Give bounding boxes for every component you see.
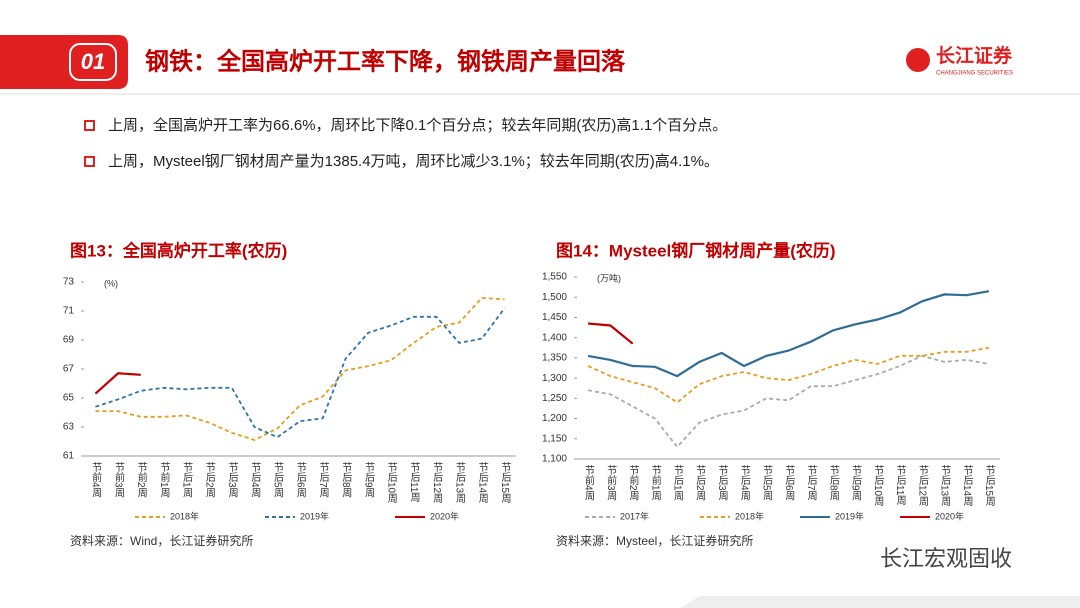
x-tick-label: 节后1周 [181, 462, 193, 499]
x-tick-label: 节后6周 [294, 462, 306, 499]
x-tick-label: 节前1周 [649, 465, 661, 502]
x-tick-label: 节后3周 [226, 462, 238, 499]
y-tick-label: 1,550 [542, 272, 567, 283]
x-tick-label: 节后4周 [249, 462, 261, 499]
y-tick-label: 1,150 [542, 433, 567, 444]
y-tick-label: 61 [63, 451, 75, 462]
x-tick-label: 节前3周 [112, 462, 124, 499]
x-tick-label: 节后13周 [939, 465, 951, 507]
y-tick-label: 71 [63, 306, 75, 317]
x-tick-label: 节后4周 [738, 465, 750, 502]
y-tick-label: 63 [63, 422, 75, 433]
x-tick-label: 节后9周 [850, 465, 862, 502]
x-tick-label: 节前3周 [605, 465, 617, 502]
header-number: 01 [81, 49, 105, 74]
y-tick-label: 67 [63, 364, 75, 375]
legend-label: 2019年 [835, 510, 864, 521]
legend-label: 2019年 [300, 510, 329, 521]
y-tick-label: 1,500 [542, 292, 567, 303]
x-tick-label: 节后12周 [431, 462, 443, 504]
series-line [587, 354, 990, 449]
x-tick-label: 节后1周 [672, 465, 684, 502]
x-tick-label: 节后15周 [983, 465, 995, 507]
x-tick-label: 节后3周 [716, 465, 728, 502]
x-tick-label: 节后10周 [385, 462, 397, 504]
legend-label: 2020年 [935, 510, 964, 521]
series-line [94, 372, 141, 395]
logo: 长江证券 [936, 44, 1013, 67]
x-tick-label: 节后7周 [317, 462, 329, 499]
x-tick-label: 节后11周 [408, 462, 420, 503]
x-tick-label: 节前4周 [90, 462, 102, 499]
x-tick-label: 节后15周 [499, 462, 511, 504]
bullet-icon [84, 120, 95, 131]
unit-label: (万吨) [597, 272, 621, 283]
chart-title: 图13：全国高炉开工率(农历) [70, 240, 287, 260]
y-tick-label: 1,250 [542, 393, 567, 404]
legend-label: 2018年 [170, 510, 199, 521]
unit-label: (%) [104, 278, 118, 288]
y-tick-label: 1,400 [542, 332, 567, 343]
bullet-icon [84, 156, 95, 167]
x-tick-label: 节后14周 [961, 465, 973, 507]
source: 资料来源：Mysteel，长江证券研究所 [556, 533, 753, 548]
x-tick-label: 节后11周 [894, 465, 906, 506]
x-tick-label: 节后2周 [694, 465, 706, 502]
series-line [588, 322, 634, 345]
y-tick-label: 65 [63, 393, 75, 404]
logo-icon [906, 48, 930, 72]
legend-label: 2017年 [620, 510, 649, 521]
series-line [587, 346, 990, 404]
y-tick-label: 1,300 [542, 373, 567, 384]
header-band [0, 35, 128, 89]
x-tick-label: 节前1周 [158, 462, 170, 499]
x-tick-label: 节后8周 [340, 462, 352, 499]
y-tick-label: 1,450 [542, 312, 567, 323]
x-tick-label: 节后8周 [827, 465, 839, 502]
y-tick-label: 1,200 [542, 413, 567, 424]
x-tick-label: 节后6周 [783, 465, 795, 502]
bullet: 上周，全国高炉开工率为66.6%，周环比下降0.1个百分点；较去年同期(农历)高… [108, 116, 727, 134]
header-title: 钢铁：全国高炉开工率下降，钢铁周产量回落 [145, 47, 626, 75]
x-tick-label: 节后2周 [203, 462, 215, 499]
chart-title: 图14：Mysteel钢厂钢材周产量(农历) [556, 240, 836, 260]
legend-label: 2018年 [735, 510, 764, 521]
x-tick-label: 节后7周 [805, 465, 817, 502]
number-box [69, 43, 117, 81]
x-tick-label: 节后9周 [363, 462, 375, 499]
source: 资料来源：Wind，长江证券研究所 [70, 533, 253, 548]
y-tick-label: 1,100 [542, 454, 567, 465]
bullet: 上周，Mysteel钢厂钢材周产量为1385.4万吨，周环比减少3.1%；较去年… [108, 152, 719, 170]
legend-label: 2020年 [430, 510, 459, 521]
y-tick-label: 1,350 [542, 353, 567, 364]
logo-en: CHANGJIANG SECURITIES [936, 71, 1013, 77]
series-line [95, 307, 506, 439]
x-tick-label: 节前2周 [627, 465, 639, 502]
x-tick-label: 节后12周 [916, 465, 928, 507]
footer-band [680, 596, 1080, 608]
x-tick-label: 节后13周 [454, 462, 466, 504]
series-line [587, 290, 990, 378]
x-tick-label: 节前4周 [582, 465, 594, 502]
y-tick-label: 69 [63, 335, 75, 346]
y-tick-label: 73 [63, 277, 75, 288]
series-line [95, 296, 505, 441]
x-tick-label: 节后5周 [761, 465, 773, 502]
x-tick-label: 节后14周 [476, 462, 488, 504]
x-tick-label: 节后10周 [872, 465, 884, 507]
watermark: 长江宏观固收 [880, 546, 1012, 571]
x-tick-label: 节后5周 [272, 462, 284, 499]
x-tick-label: 节前2周 [135, 462, 147, 499]
